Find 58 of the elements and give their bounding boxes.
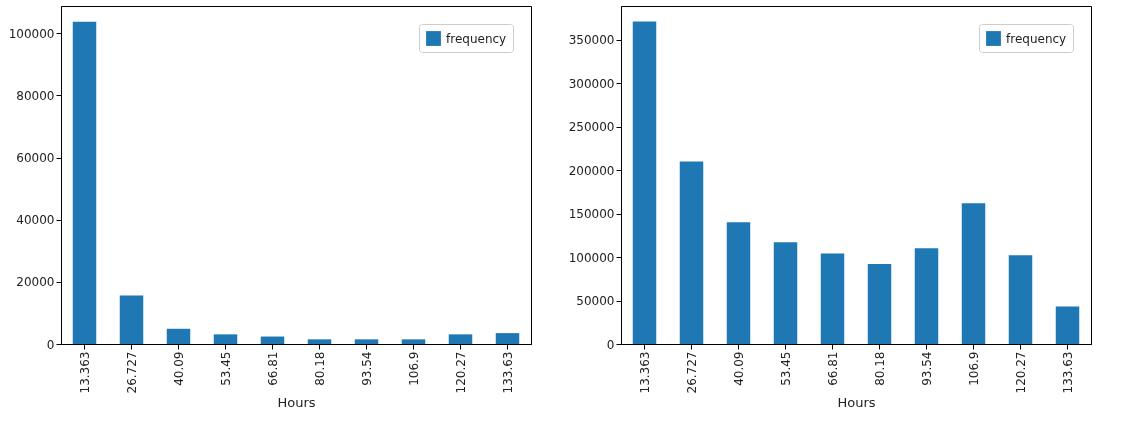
bar: [726, 222, 751, 344]
x-tick-label: 53.45: [778, 351, 793, 386]
x-tick-label: 40.09: [731, 351, 746, 386]
bar: [354, 339, 379, 344]
y-tick-label: 0: [46, 337, 55, 352]
bar: [495, 333, 520, 344]
x-tick-label: 26.727: [124, 351, 139, 394]
bar: [961, 203, 986, 344]
x-tick-label: 13.363: [637, 351, 652, 394]
y-tick-label: 20000: [16, 275, 55, 290]
x-tick-label: 26.727: [684, 351, 699, 394]
x-tick-label: 120.27: [1013, 351, 1028, 394]
bar: [260, 336, 285, 344]
bar: [679, 161, 704, 344]
bar: [213, 334, 238, 344]
legend-label: frequency: [1006, 31, 1067, 46]
x-tick-label: 80.18: [312, 351, 327, 386]
bar: [166, 328, 191, 344]
y-tick-label: 300000: [568, 76, 615, 91]
y-tick-label: 150000: [568, 207, 615, 222]
y-tick-label: 350000: [568, 33, 615, 48]
x-tick-label: 106.9: [966, 351, 981, 386]
y-tick-label: 50000: [576, 294, 615, 309]
x-tick-label: 93.54: [919, 351, 934, 386]
legend-label: frequency: [446, 31, 507, 46]
x-tick-label: 133.63: [1060, 351, 1075, 394]
x-tick-label: 93.54: [359, 351, 374, 386]
bar: [448, 334, 473, 344]
y-tick-label: 80000: [16, 88, 55, 103]
x-tick-label: 133.63: [500, 351, 515, 394]
bar: [401, 339, 426, 344]
y-tick-label: 250000: [568, 120, 615, 135]
y-tick-label: 100000: [8, 26, 55, 41]
x-tick-label: 66.81: [265, 351, 280, 386]
bar: [119, 295, 144, 344]
y-tick-label: 60000: [16, 151, 55, 166]
bar: [632, 21, 657, 344]
y-tick-label: 40000: [16, 213, 55, 228]
bar: [914, 248, 939, 344]
x-tick-label: 40.09: [171, 351, 186, 386]
y-tick-label: 100000: [568, 250, 615, 265]
y-tick-label: 0: [606, 337, 615, 352]
bar: [1055, 306, 1080, 344]
x-tick-label: 80.18: [872, 351, 887, 386]
x-axis-title: Hours: [837, 395, 876, 411]
x-tick-label: 13.363: [77, 351, 92, 394]
x-axis-title: Hours: [277, 395, 316, 411]
bar: [773, 242, 798, 344]
bar: [1008, 255, 1033, 344]
bar: [307, 339, 332, 344]
x-tick-label: 120.27: [453, 351, 468, 394]
bar: [72, 21, 97, 344]
bar: [820, 253, 845, 344]
y-tick-label: 200000: [568, 163, 615, 178]
bar: [867, 264, 892, 344]
x-tick-label: 106.9: [406, 351, 421, 386]
x-tick-label: 53.45: [218, 351, 233, 386]
x-tick-label: 66.81: [825, 351, 840, 386]
